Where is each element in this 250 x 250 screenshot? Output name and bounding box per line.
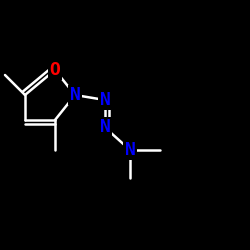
Text: N: N <box>100 91 110 109</box>
Text: O: O <box>50 61 60 79</box>
Text: N: N <box>100 118 110 136</box>
Text: N: N <box>70 86 80 104</box>
Text: N: N <box>124 141 136 159</box>
